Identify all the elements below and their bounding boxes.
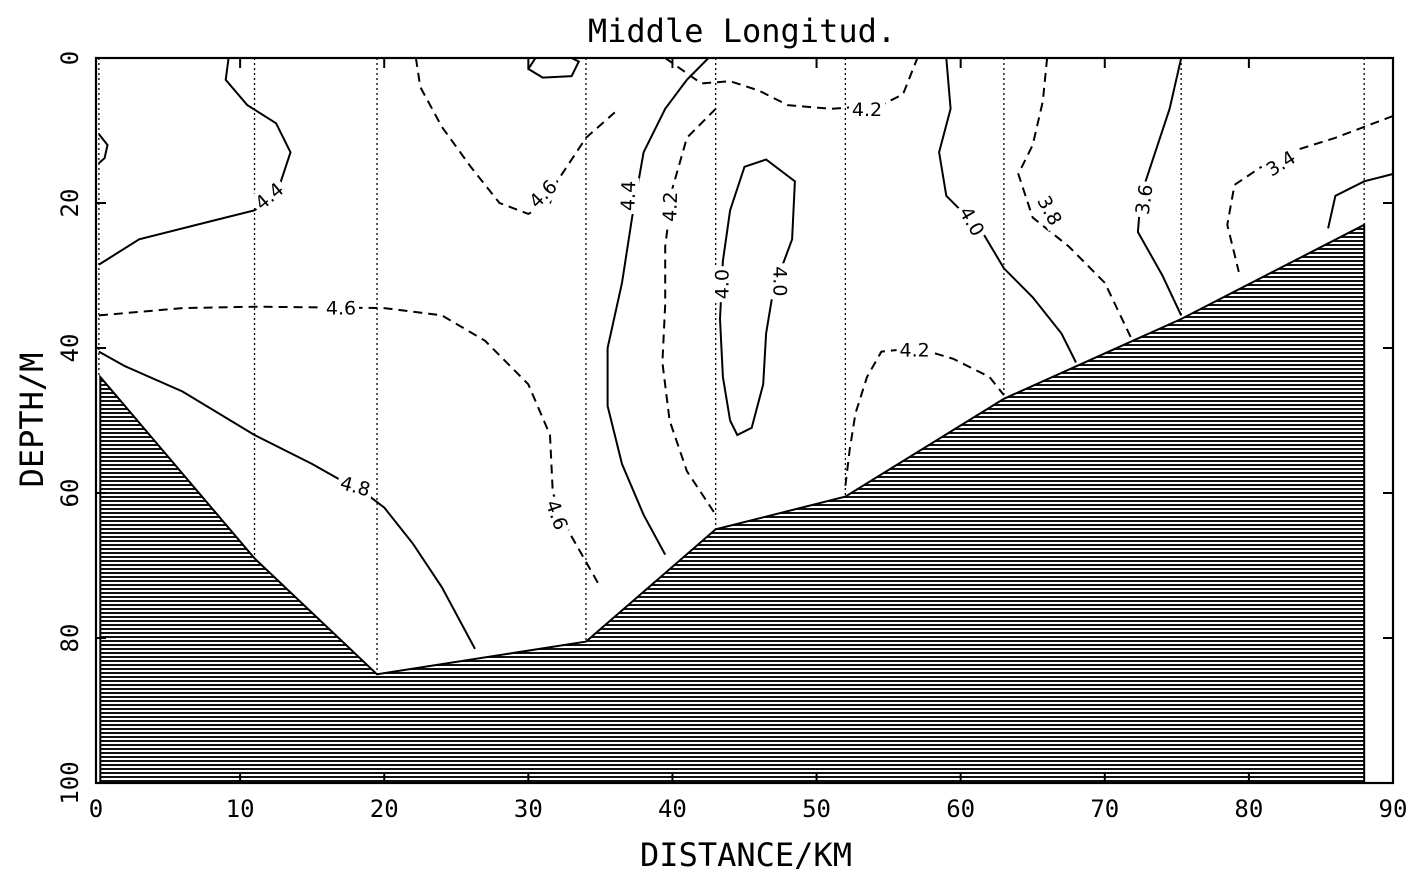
contour-label: 4.4: [617, 180, 640, 211]
plot-frame: [94, 56, 1395, 785]
contour-label-group: 4.6: [540, 494, 574, 536]
plot-area: 4.44.64.84.64.64.4 4.24.24.0 4.04.24.0 3.8 3…: [98, 57, 1394, 784]
contour-label: 4.2: [659, 191, 682, 222]
x-tick-label: 90: [1379, 795, 1408, 823]
y-tick-label: 60: [56, 479, 84, 508]
x-tick-label: 20: [370, 795, 399, 823]
x-tick-label: 40: [658, 795, 687, 823]
contour-label-background: [657, 188, 682, 225]
contour-label-background: [1259, 144, 1302, 182]
x-axis-label: DISTANCE/KM: [640, 836, 852, 874]
x-tick-label: 80: [1234, 795, 1263, 823]
contour-label: 4.2: [852, 99, 882, 121]
contour-label: 4.2: [899, 340, 929, 362]
contour-label-group: 3.6: [1130, 180, 1158, 219]
y-tick-label: 40: [56, 334, 84, 363]
axis-ticks: 0 10 20 30 40 50 60 70 80 90 0 20 40 60 80 100: [56, 51, 1407, 823]
contour-label: 4.0: [711, 269, 733, 299]
contour-label-background: [540, 494, 574, 536]
contour-label-background: [849, 97, 885, 120]
y-axis-label: DEPTH/M: [13, 353, 51, 488]
contour-line: [98, 133, 109, 164]
contour-label-background: [710, 266, 733, 303]
contour-line: [1327, 173, 1394, 229]
contour-label-background: [953, 200, 991, 243]
y-tick-label: 20: [56, 189, 84, 218]
contour-label-group: 4.6: [323, 296, 359, 319]
contour-label-group: 4.8: [335, 470, 376, 502]
contour-line: [1017, 57, 1132, 338]
contour-label-background: [323, 296, 359, 319]
contour-label: 4.0: [769, 266, 791, 296]
contour-label-background: [896, 338, 933, 361]
contour-label-background: [335, 470, 376, 502]
contour-line: [98, 57, 292, 266]
x-tick-label: 10: [226, 795, 255, 823]
contour-label-group: 4.2: [896, 338, 933, 362]
contour-label: 4.8: [338, 472, 373, 501]
contour-label-group: 4.2: [657, 188, 682, 225]
contour-line: [526, 57, 581, 79]
y-tick-label: 100: [56, 761, 84, 804]
contour-label: 3.6: [1132, 183, 1158, 216]
contour-label-background: [769, 263, 792, 300]
x-tick-label: 0: [89, 795, 103, 823]
contour-line: [661, 108, 717, 516]
contour-label-background: [1031, 189, 1069, 232]
contour-label-group: 4.0: [769, 263, 792, 300]
contour-label: 4.6: [326, 297, 356, 319]
contour-label-group: 4.2: [849, 97, 885, 121]
y-tick-label: 80: [56, 624, 84, 653]
contour-label-background: [616, 177, 640, 215]
x-tick-label: 30: [514, 795, 543, 823]
contour-label-background: [1130, 180, 1158, 219]
x-tick-label: 60: [946, 795, 975, 823]
contour-label-background: [522, 173, 564, 215]
contour-line: [664, 57, 919, 110]
contour-label-group: 3.8: [1031, 189, 1069, 232]
contour-line: [844, 346, 1005, 486]
chart-title: Middle Longitud.: [588, 12, 896, 50]
contour-label-group: 3.4: [1259, 144, 1302, 182]
contour-label-group: 4.0: [710, 266, 733, 303]
x-tick-label: 70: [1090, 795, 1119, 823]
contour-label-background: [248, 175, 290, 216]
contour-label-group: 4.6: [522, 173, 564, 215]
seabed-area: [99, 223, 1366, 784]
contour-line: [414, 57, 616, 215]
contour-line: [98, 305, 602, 588]
contour-line: [1226, 115, 1394, 273]
contour-line: [606, 57, 710, 556]
y-tick-label: 0: [56, 51, 84, 65]
x-tick-label: 50: [802, 795, 831, 823]
contour-label-group: 4.4: [616, 177, 640, 215]
